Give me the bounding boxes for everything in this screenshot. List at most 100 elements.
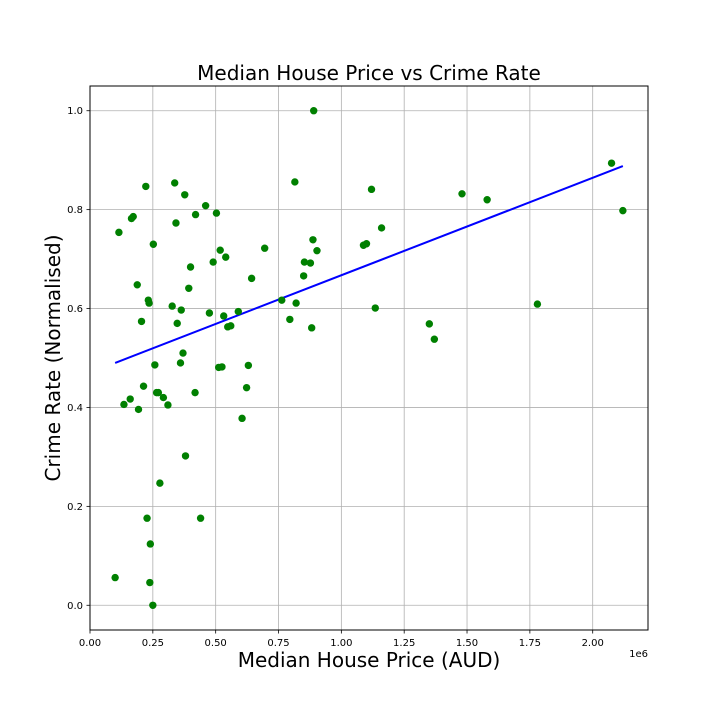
data-point	[134, 405, 143, 414]
data-point	[191, 388, 199, 397]
data-point	[216, 246, 224, 254]
x-tick-label: 0.00	[79, 638, 101, 649]
data-point	[149, 240, 158, 248]
y-tick-label: 0.4	[67, 403, 83, 414]
data-point	[171, 179, 179, 187]
y-tick-label: 0.6	[67, 304, 83, 315]
data-point	[142, 182, 150, 191]
data-point	[607, 159, 616, 167]
data-point	[176, 359, 185, 367]
data-point	[371, 304, 379, 312]
data-point	[143, 514, 151, 522]
data-point	[185, 284, 193, 292]
trend-line	[114, 165, 624, 364]
data-point	[238, 414, 246, 423]
data-point	[154, 388, 163, 397]
data-point	[220, 312, 228, 320]
data-point	[137, 317, 146, 326]
data-point	[120, 400, 128, 409]
x-tick-label: 0.75	[267, 638, 289, 649]
x-tick-label: 0.50	[205, 638, 227, 649]
data-point	[306, 259, 315, 267]
data-point	[164, 401, 172, 409]
data-point	[179, 349, 187, 357]
data-point	[310, 107, 318, 115]
data-point	[168, 302, 176, 310]
data-point	[129, 212, 137, 221]
data-point	[300, 258, 309, 266]
data-point	[247, 274, 256, 283]
data-point	[173, 319, 181, 328]
y-tick-label: 0.8	[67, 205, 83, 216]
data-point	[222, 253, 230, 261]
data-point	[205, 309, 214, 317]
data-point	[309, 236, 317, 244]
data-point	[145, 299, 153, 307]
data-point	[291, 178, 299, 186]
data-point	[458, 190, 466, 198]
data-point	[172, 219, 180, 227]
data-point	[430, 335, 439, 343]
data-point	[619, 206, 627, 215]
data-point	[191, 210, 200, 219]
data-point	[146, 540, 155, 548]
data-point	[234, 307, 242, 316]
x-axis-label: Median House Price (AUD)	[238, 648, 501, 672]
data-point	[156, 479, 164, 487]
y-tick-label: 0.2	[67, 502, 83, 513]
data-point	[260, 244, 269, 252]
data-point	[218, 363, 226, 371]
data-point	[146, 578, 154, 587]
data-point	[115, 228, 123, 237]
data-point	[292, 299, 300, 307]
data-point	[149, 601, 157, 609]
data-point	[159, 393, 168, 402]
data-point	[201, 201, 210, 210]
x-axis-offset-label: 1e6	[629, 649, 648, 660]
x-tick-label: 1.00	[330, 638, 352, 649]
data-point	[278, 296, 286, 304]
y-tick-label: 0.0	[67, 601, 83, 612]
data-point	[227, 322, 235, 330]
data-point	[139, 382, 148, 390]
data-point	[177, 306, 185, 314]
data-point	[209, 258, 217, 266]
data-point	[242, 383, 251, 392]
data-points	[111, 107, 627, 609]
data-point	[181, 452, 190, 460]
x-tick-label: 1.75	[519, 638, 541, 649]
x-tick-label: 0.25	[142, 638, 164, 649]
data-point	[313, 246, 321, 255]
x-axis-ticks: 0.00 0.25 0.50 0.75 1.00 1.25 1.50 1.75 2.00	[79, 630, 604, 649]
data-point	[244, 361, 253, 370]
y-axis-ticks: 0.0 0.2 0.4 0.6 0.8 1.0	[67, 106, 90, 612]
data-point	[196, 514, 205, 522]
data-point	[133, 281, 141, 289]
data-point	[212, 209, 221, 217]
data-point	[299, 272, 308, 280]
x-tick-label: 1.25	[393, 638, 415, 649]
x-tick-label: 2.00	[582, 638, 604, 649]
chart-title: Median House Price vs Crime Rate	[197, 61, 541, 85]
plot-frame	[89, 85, 649, 631]
data-point	[425, 320, 434, 328]
data-point	[181, 191, 189, 199]
x-tick-label: 1.50	[456, 638, 478, 649]
data-point	[111, 573, 119, 582]
data-point	[126, 395, 134, 403]
data-point	[307, 324, 316, 332]
data-point	[186, 263, 195, 271]
trend-line-group	[114, 165, 624, 364]
y-tick-label: 1.0	[67, 106, 83, 117]
data-point	[367, 185, 376, 194]
data-point	[362, 240, 371, 248]
y-axis-label: Crime Rate (Normalised)	[41, 234, 65, 481]
data-point	[483, 196, 491, 204]
grid-lines	[89, 86, 648, 630]
data-point	[286, 315, 294, 324]
data-point	[533, 300, 542, 308]
data-point	[151, 361, 159, 369]
data-point	[377, 224, 386, 232]
